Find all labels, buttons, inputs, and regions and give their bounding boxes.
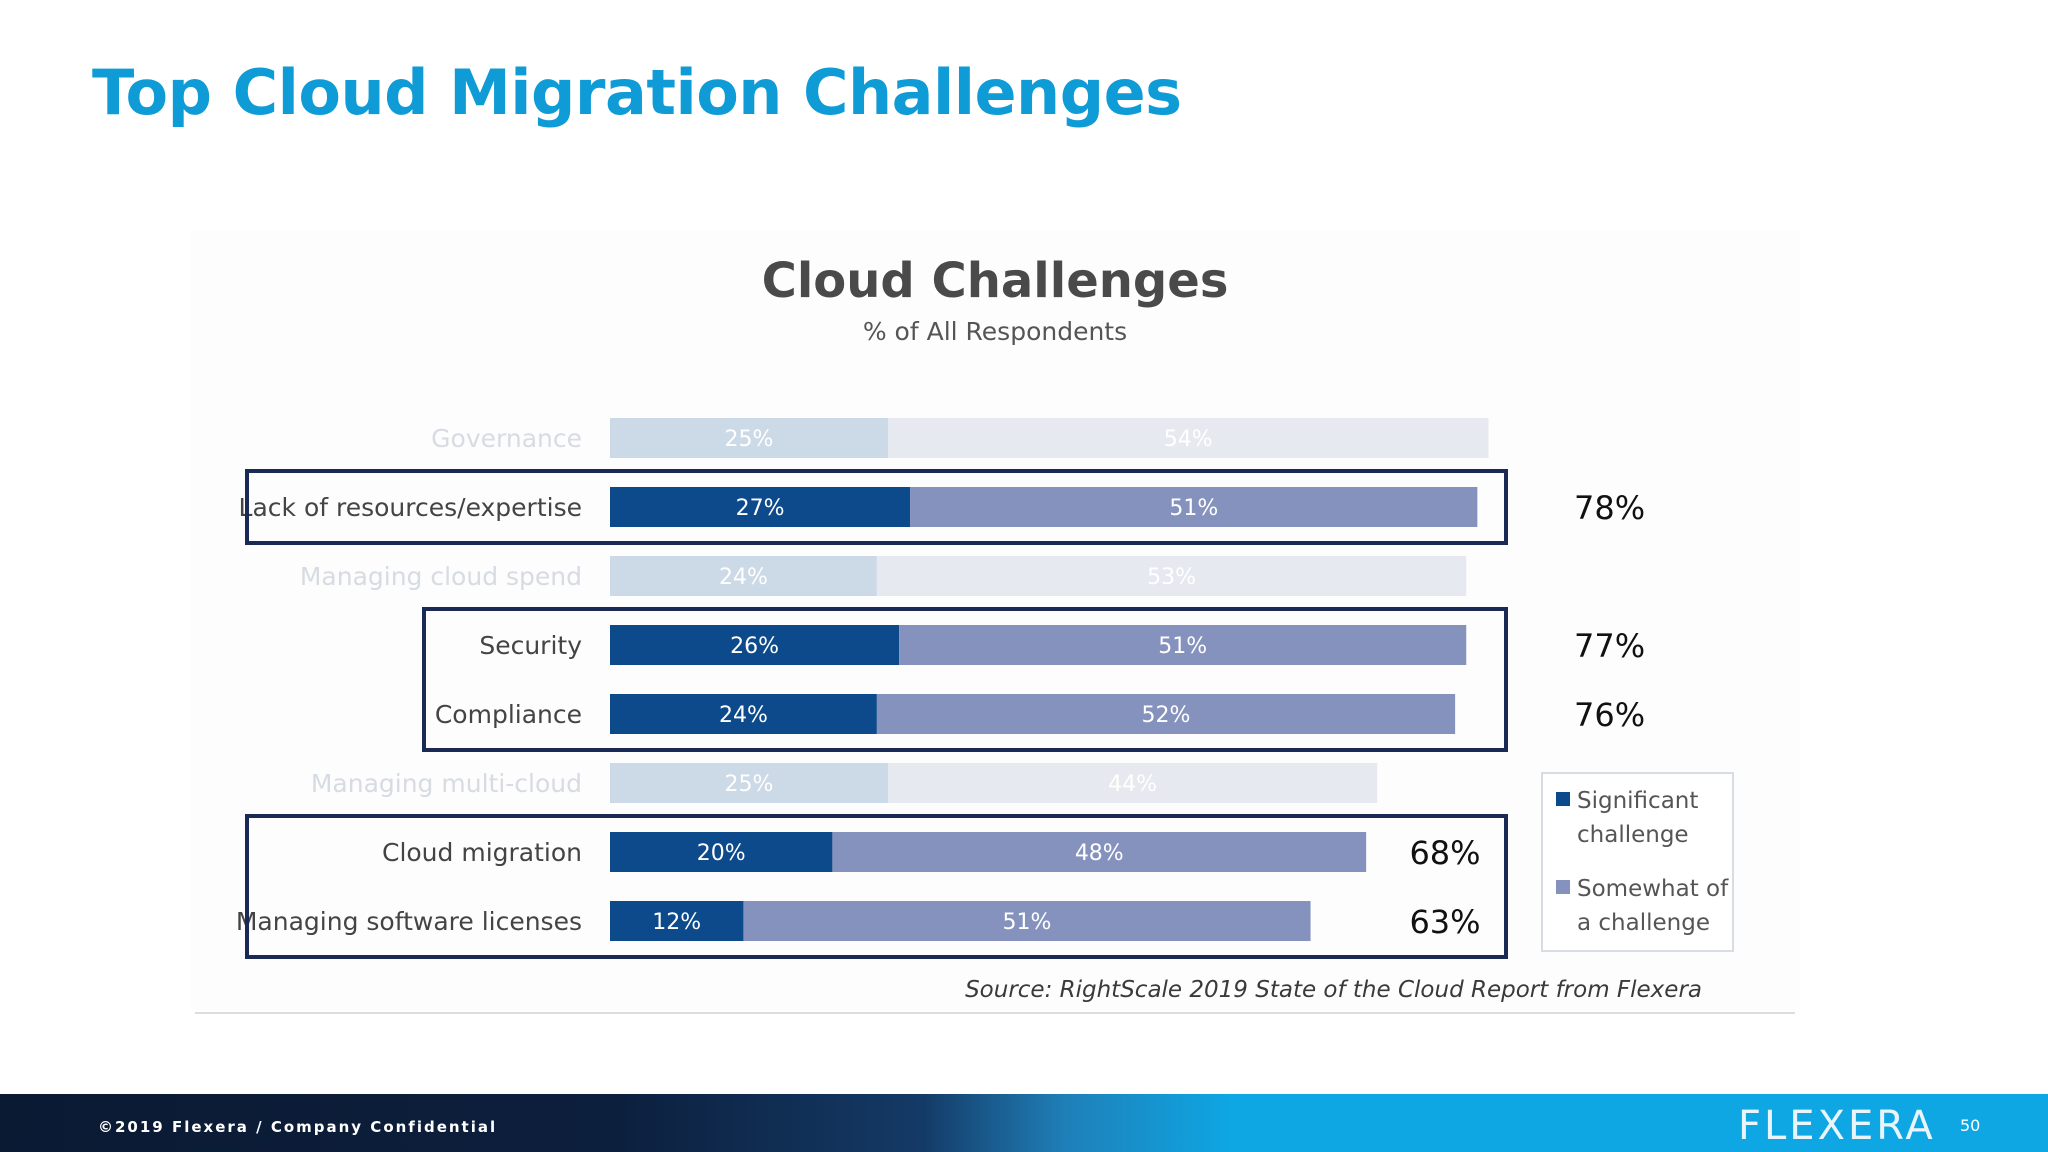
annotations-layer: 78% 77% 76% 68% 63% [1409,489,1645,941]
data-label-somewhat-cloud-migration: 48% [1075,841,1124,866]
bar-significant-managing-cloud-spend [610,556,877,596]
legend-label-significant-challenge: Significant challenge [1577,788,1698,848]
data-label-significant-managing-multi-cloud: 25% [725,772,774,797]
bar-significant-lack-of-resources-expertise [610,487,911,527]
data-label-significant-managing-software-licenses: 12% [652,910,701,935]
page-number: 50 [1960,1116,1981,1135]
chart-title: Cloud Challenges [762,253,1229,309]
legend-frame [1541,772,1734,952]
highlight-boxes-layer [245,469,1508,959]
category-label-managing-cloud-spend: Managing cloud spend [300,562,582,591]
data-label-significant-security: 26% [730,634,779,659]
bar-somewhat-lack-of-resources-expertise [910,487,1478,527]
slide-title: Top Cloud Migration Challenges [92,56,1182,129]
bar-significant-managing-software-licenses [610,901,744,941]
flexera-logo: FLEXERA [1738,1103,1936,1149]
data-label-somewhat-managing-multi-cloud: 44% [1108,772,1157,797]
data-label-significant-managing-cloud-spend: 24% [719,565,768,590]
footer-bar [0,1094,2048,1152]
total-annotation-lack-of-resources-expertise: 78% [1574,489,1645,527]
bar-significant-governance [610,418,888,458]
bars-layer: Governance 25% 54% Lack of resources/expert… [236,418,1489,941]
data-label-somewhat-security: 51% [1158,634,1207,659]
highlight-box-2 [422,607,1508,752]
data-label-significant-lack-of-resources-expertise: 27% [736,496,785,521]
chart-panel [190,230,1800,1010]
legend-label-somewhat-of-a-challenge: Somewhat of a challenge [1577,876,1729,936]
cloud-challenges-chart: Cloud Challenges % of All Respondents Go… [195,253,1795,1014]
bar-somewhat-compliance [876,694,1456,734]
category-label-compliance: Compliance [435,700,582,729]
source-note: Source: RightScale 2019 State of the Clo… [965,977,1702,1003]
bar-somewhat-managing-cloud-spend [876,556,1467,596]
data-label-significant-governance: 25% [725,427,774,452]
bar-significant-cloud-migration [610,832,833,872]
data-label-somewhat-managing-software-licenses: 51% [1003,910,1052,935]
total-annotation-managing-software-licenses: 63% [1409,903,1480,941]
chart-subtitle: % of All Respondents [863,317,1127,346]
legend: Significant challenge Somewhat of a challen… [1541,772,1734,952]
data-label-significant-compliance: 24% [719,703,768,728]
data-label-significant-cloud-migration: 20% [697,841,746,866]
category-label-managing-multi-cloud: Managing multi-cloud [311,769,582,798]
footer-copyright: ©2019 Flexera / Company Confidential [98,1118,498,1136]
data-label-somewhat-lack-of-resources-expertise: 51% [1169,496,1218,521]
legend-swatch-significant-challenge [1556,792,1570,806]
bar-significant-security [610,625,900,665]
data-label-somewhat-compliance: 52% [1142,703,1191,728]
highlight-box-1 [245,469,1508,545]
highlight-box-3 [245,814,1508,959]
category-label-cloud-migration: Cloud migration [382,838,582,867]
data-label-somewhat-governance: 54% [1164,427,1213,452]
bar-somewhat-cloud-migration [832,832,1367,872]
category-label-governance: Governance [431,424,582,453]
bar-significant-managing-multi-cloud [610,763,888,803]
bar-somewhat-managing-multi-cloud [888,763,1378,803]
category-label-managing-software-licenses: Managing software licenses [236,907,582,936]
bar-somewhat-managing-software-licenses [743,901,1311,941]
total-annotation-cloud-migration: 68% [1409,834,1480,872]
legend-swatch-somewhat-of-a-challenge [1556,880,1570,894]
data-label-somewhat-managing-cloud-spend: 53% [1147,565,1196,590]
total-annotation-compliance: 76% [1574,696,1645,734]
category-label-lack-of-resources-expertise: Lack of resources/expertise [239,493,582,522]
bar-significant-compliance [610,694,877,734]
total-annotation-security: 77% [1574,627,1645,665]
bar-somewhat-security [899,625,1467,665]
bar-somewhat-governance [888,418,1489,458]
category-label-security: Security [479,631,582,660]
